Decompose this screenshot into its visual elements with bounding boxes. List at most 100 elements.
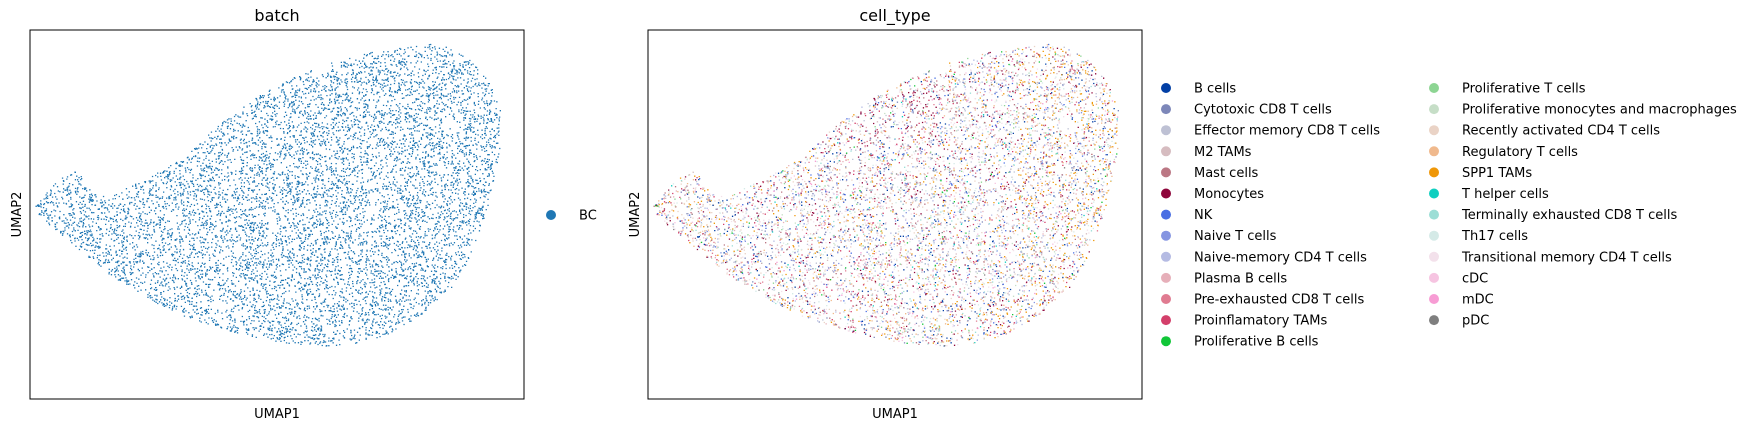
legend-label: M2 TAMs	[1194, 145, 1252, 160]
legend-item: SPP1 TAMs	[1429, 166, 1532, 181]
legend-marker	[1161, 188, 1171, 199]
legend-label: BC	[579, 209, 597, 224]
batch-legend: BC	[546, 209, 597, 224]
batch-x-axis-label: UMAP1	[254, 407, 300, 422]
scatter-points	[654, 51, 1118, 344]
legend-marker	[1429, 188, 1439, 199]
legend-marker	[1161, 230, 1171, 241]
legend-item: Proliferative B cells	[1161, 335, 1319, 350]
legend-label: Th17 cells	[1461, 229, 1528, 244]
legend-item: Monocytes	[1161, 187, 1264, 202]
cell-type-plot-frame	[647, 29, 1143, 400]
scatter-points	[656, 47, 1115, 346]
scatter-points	[653, 49, 1116, 346]
batch-points	[35, 43, 501, 347]
scatter-points	[658, 47, 1118, 344]
legend-item: mDC	[1429, 293, 1494, 308]
legend-item: M2 TAMs	[1161, 145, 1252, 160]
legend-marker	[1161, 294, 1171, 304]
cell-type-panel: cell_type UMAP1 UMAP2 B cells Cytotoxic C…	[628, 6, 1737, 422]
legend-marker	[1429, 209, 1439, 220]
scatter-points	[655, 46, 1115, 347]
legend-item: Mast cells	[1161, 166, 1259, 181]
scatter-points	[656, 44, 1119, 343]
legend-marker	[1429, 230, 1439, 241]
batch-plot-frame	[29, 29, 525, 400]
cell-type-x-axis-label: UMAP1	[872, 407, 918, 422]
legend-marker	[1161, 336, 1171, 347]
legend-label: mDC	[1462, 293, 1494, 308]
legend-item: Cytotoxic CD8 T cells	[1161, 103, 1332, 118]
legend-label: Plasma B cells	[1194, 271, 1287, 286]
legend-label: Naive-memory CD4 T cells	[1194, 250, 1367, 265]
legend-item: Proliferative T cells	[1429, 82, 1586, 97]
legend-item: Pre-exhausted CD8 T cells	[1161, 293, 1364, 308]
legend-marker	[1429, 125, 1439, 136]
legend-marker	[1429, 294, 1439, 304]
legend-label: Naive T cells	[1194, 229, 1277, 244]
legend-item: cDC	[1429, 271, 1488, 286]
legend-label: Regulatory T cells	[1462, 145, 1578, 160]
legend-marker	[1429, 272, 1439, 283]
legend-marker	[1429, 315, 1439, 326]
scatter-points	[35, 43, 501, 347]
legend-label: SPP1 TAMs	[1462, 166, 1532, 181]
scatter-points	[658, 46, 1111, 347]
legend-label: Proinflamatory TAMs	[1194, 314, 1328, 329]
legend-marker	[1161, 209, 1171, 220]
legend-marker	[546, 210, 556, 220]
scatter-points	[674, 55, 1116, 344]
legend-label: B cells	[1194, 82, 1236, 97]
legend-label: Proliferative T cells	[1462, 82, 1586, 97]
legend-item: Th17 cells	[1429, 229, 1528, 244]
legend-marker	[1161, 125, 1171, 136]
legend-item: Proinflamatory TAMs	[1161, 314, 1328, 329]
legend-item: Transitional memory CD4 T cells	[1429, 250, 1672, 265]
legend-label: pDC	[1462, 314, 1489, 329]
scatter-points	[673, 55, 1111, 347]
legend-item: BC	[546, 209, 597, 224]
scatter-points	[668, 46, 1116, 340]
legend-label: Cytotoxic CD8 T cells	[1194, 103, 1332, 118]
legend-label: Mast cells	[1194, 166, 1259, 181]
legend-marker	[1429, 104, 1439, 115]
legend-item: Recently activated CD4 T cells	[1429, 124, 1660, 139]
legend-label: T helper cells	[1461, 187, 1549, 202]
cell-type-legend: B cells Cytotoxic CD8 T cells Effector mem…	[1161, 82, 1737, 350]
legend-label: Proliferative B cells	[1194, 335, 1319, 350]
legend-item: Naive T cells	[1161, 229, 1277, 244]
legend-marker	[1429, 167, 1439, 178]
legend-marker	[1429, 251, 1439, 262]
cell-type-y-axis-label: UMAP2	[628, 192, 643, 238]
legend-label: Effector memory CD8 T cells	[1194, 124, 1380, 139]
legend-label: Monocytes	[1194, 187, 1264, 202]
legend-item: Proliferative monocytes and macrophages	[1429, 103, 1737, 118]
legend-marker	[1161, 83, 1171, 93]
legend-label: NK	[1194, 208, 1213, 223]
cell-type-title: cell_type	[859, 6, 930, 26]
legend-marker	[1429, 83, 1439, 93]
legend-item: Effector memory CD8 T cells	[1161, 124, 1380, 139]
legend-item: B cells	[1161, 82, 1236, 97]
batch-title: batch	[254, 6, 299, 25]
legend-item: NK	[1161, 208, 1213, 223]
legend-item: Regulatory T cells	[1429, 145, 1578, 160]
legend-item: pDC	[1429, 314, 1489, 329]
legend-marker	[1161, 315, 1171, 326]
batch-y-axis-label: UMAP2	[10, 192, 25, 238]
legend-label: Proliferative monocytes and macrophages	[1462, 103, 1737, 118]
legend-label: Terminally exhausted CD8 T cells	[1461, 208, 1677, 223]
legend-item: Plasma B cells	[1161, 271, 1287, 286]
legend-marker	[1161, 272, 1171, 283]
scatter-points	[660, 53, 1114, 347]
legend-marker	[1429, 146, 1439, 157]
legend-marker	[1161, 104, 1171, 115]
legend-marker	[1161, 146, 1171, 157]
scatter-points	[671, 61, 1118, 344]
legend-label: Recently activated CD4 T cells	[1462, 124, 1660, 139]
scatter-points	[663, 45, 1116, 344]
scatter-points	[661, 48, 1118, 341]
cell-type-points	[653, 43, 1119, 347]
scatter-points	[684, 49, 1117, 343]
